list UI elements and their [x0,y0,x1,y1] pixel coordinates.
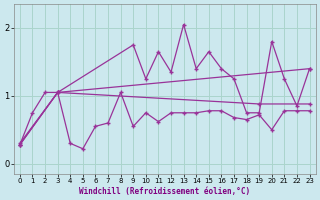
X-axis label: Windchill (Refroidissement éolien,°C): Windchill (Refroidissement éolien,°C) [79,187,250,196]
